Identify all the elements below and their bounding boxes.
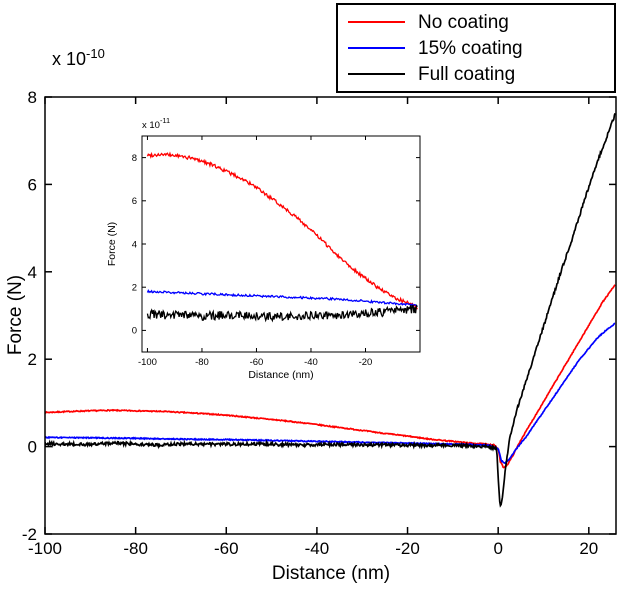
series-full-coating [45, 112, 616, 508]
x-tick-label: 20 [579, 539, 598, 558]
axis-ticks: -100 -80 -60 -40 -20 0 2 4 6 8 [132, 136, 420, 368]
y-tick-label: 8 [132, 153, 137, 164]
legend-label: Full coating [418, 63, 516, 85]
legend-line-no-coating-icon [348, 21, 405, 23]
y-tick-label: -2 [22, 525, 37, 544]
inset-y-axis-label: Force (N) [106, 222, 118, 266]
series-15pct-coating [45, 322, 616, 465]
y-axis-exponent: x 10-10 [52, 46, 105, 70]
legend-item-no-coating: No coating [348, 9, 614, 35]
y-tick-label: 8 [28, 88, 37, 107]
exponent-base: x 10 [52, 49, 87, 69]
legend-line-full-coating-icon [348, 73, 405, 75]
x-axis-label: Distance (nm) [271, 563, 391, 584]
legend-label: 15% coating [418, 37, 523, 59]
exponent-power: -10 [86, 46, 105, 61]
y-tick-label: 6 [28, 175, 37, 194]
series-no-coating [146, 151, 418, 310]
y-tick-label: 0 [28, 438, 37, 457]
y-tick-label: 6 [132, 196, 137, 207]
x-tick-label: -60 [250, 357, 264, 368]
series-no-coating [45, 284, 616, 469]
x-tick-label: 0 [493, 539, 502, 558]
x-tick-label: -100 [138, 357, 157, 368]
x-tick-label: -80 [195, 357, 209, 368]
y-tick-label: 4 [28, 263, 37, 282]
legend-item-15-coating: 15% coating [348, 35, 614, 61]
inset-y-axis-exponent: x 10-11 [142, 116, 170, 131]
x-tick-label: -60 [214, 539, 239, 558]
series-full-coating [146, 304, 418, 323]
series-15pct-coating [146, 289, 418, 308]
x-tick-label: -40 [304, 357, 318, 368]
y-tick-label: 2 [28, 350, 37, 369]
plot-series [45, 112, 616, 508]
y-tick-label: 0 [132, 326, 137, 337]
legend-label: No coating [418, 11, 509, 33]
y-tick-label: 2 [132, 283, 137, 294]
x-tick-label: -20 [359, 357, 373, 368]
x-tick-label: -40 [305, 539, 330, 558]
chart-inset: -100 -80 -60 -40 -20 0 2 4 6 8 Distance (nm) Force … [106, 116, 421, 381]
plot-series [146, 151, 418, 323]
legend-item-full-coating: Full coating [348, 61, 614, 87]
y-tick-label: 4 [132, 239, 137, 250]
x-tick-label: -20 [395, 539, 420, 558]
x-tick-label: -100 [28, 539, 62, 558]
legend-line-15-coating-icon [348, 47, 405, 49]
x-tick-label: -80 [123, 539, 148, 558]
legend: No coating 15% coating Full coating [336, 3, 616, 93]
y-axis-label: Force (N) [5, 274, 26, 356]
inset-x-axis-label: Distance (nm) [248, 369, 313, 381]
plot-box [44, 96, 617, 535]
